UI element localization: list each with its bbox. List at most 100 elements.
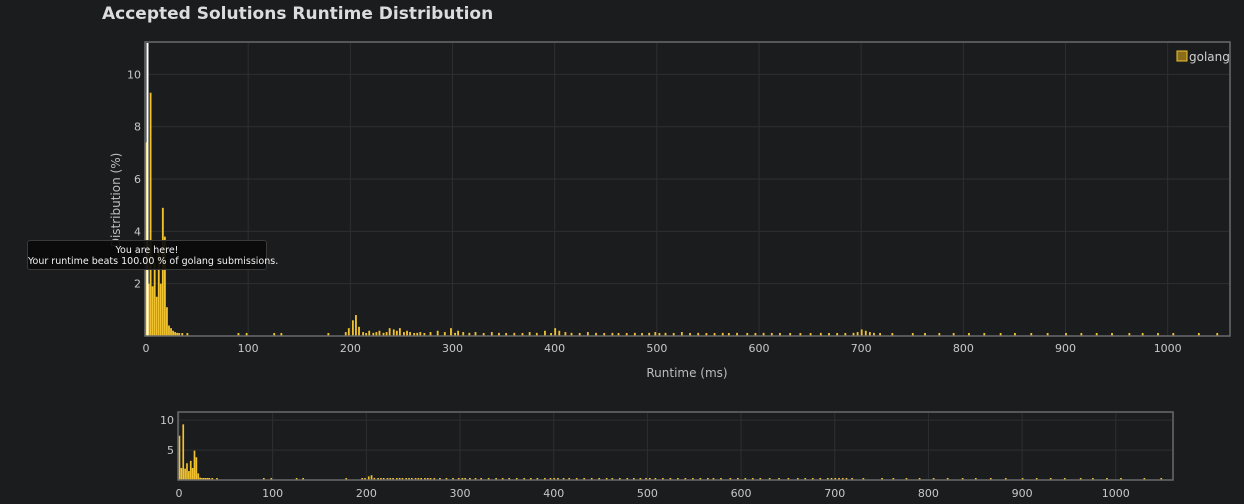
bar[interactable]	[727, 333, 730, 336]
bar[interactable]	[149, 92, 152, 337]
bar[interactable]	[197, 473, 200, 480]
bar[interactable]	[1111, 333, 1113, 336]
bar[interactable]	[347, 328, 350, 336]
bar[interactable]	[974, 478, 977, 480]
bar[interactable]	[388, 328, 391, 336]
bar[interactable]	[633, 332, 636, 336]
bar[interactable]	[157, 252, 160, 336]
bar[interactable]	[544, 330, 546, 336]
bar[interactable]	[161, 207, 164, 336]
bar[interactable]	[174, 332, 177, 336]
bar[interactable]	[464, 478, 467, 480]
bar[interactable]	[382, 332, 385, 336]
bar[interactable]	[754, 333, 757, 336]
bar[interactable]	[151, 286, 154, 336]
bar[interactable]	[380, 478, 382, 480]
bar[interactable]	[549, 478, 552, 480]
bar[interactable]	[457, 330, 460, 336]
bar[interactable]	[395, 478, 398, 480]
bar[interactable]	[879, 333, 881, 336]
bar[interactable]	[625, 333, 628, 336]
bar[interactable]	[454, 332, 456, 336]
bar[interactable]	[424, 478, 426, 480]
bar[interactable]	[410, 478, 413, 480]
bar[interactable]	[270, 478, 273, 480]
bar[interactable]	[414, 478, 417, 480]
bar[interactable]	[181, 333, 184, 336]
bar[interactable]	[535, 332, 538, 336]
bar[interactable]	[804, 478, 807, 480]
bar[interactable]	[892, 478, 895, 480]
bar[interactable]	[245, 333, 248, 336]
bar[interactable]	[746, 333, 749, 336]
bar[interactable]	[680, 332, 683, 336]
bar[interactable]	[689, 333, 691, 336]
bar[interactable]	[844, 333, 847, 336]
bar[interactable]	[799, 333, 802, 336]
bar[interactable]	[536, 478, 539, 480]
bar[interactable]	[426, 478, 429, 480]
legend[interactable]: golang	[1176, 50, 1230, 64]
bar[interactable]	[1030, 333, 1033, 336]
bar[interactable]	[182, 424, 185, 480]
bar[interactable]	[961, 478, 964, 480]
bar[interactable]	[351, 320, 354, 336]
bar[interactable]	[664, 332, 667, 336]
bar[interactable]	[461, 478, 464, 480]
bar[interactable]	[295, 478, 298, 480]
bar[interactable]	[1092, 478, 1094, 480]
bar[interactable]	[605, 478, 608, 480]
bar[interactable]	[439, 478, 441, 480]
bar[interactable]	[178, 435, 181, 480]
bar[interactable]	[505, 333, 508, 336]
bar[interactable]	[648, 332, 651, 336]
bar[interactable]	[669, 478, 672, 480]
bar[interactable]	[513, 332, 516, 336]
bar[interactable]	[873, 332, 875, 336]
bar[interactable]	[881, 478, 883, 480]
bar[interactable]	[515, 478, 518, 480]
bar[interactable]	[626, 478, 629, 480]
bar[interactable]	[1216, 333, 1219, 336]
bar[interactable]	[203, 478, 205, 480]
bar[interactable]	[186, 333, 189, 336]
bar[interactable]	[697, 332, 700, 336]
bar[interactable]	[938, 333, 941, 336]
bar[interactable]	[392, 329, 395, 336]
bar[interactable]	[468, 332, 471, 336]
bar[interactable]	[983, 333, 986, 336]
bar[interactable]	[924, 333, 926, 336]
bar[interactable]	[365, 333, 368, 336]
bar[interactable]	[1014, 333, 1016, 336]
bar[interactable]	[327, 333, 330, 336]
bar[interactable]	[768, 478, 771, 480]
bar[interactable]	[554, 328, 557, 336]
bar[interactable]	[778, 478, 780, 480]
bar[interactable]	[595, 332, 597, 336]
bar[interactable]	[692, 478, 694, 480]
bar[interactable]	[699, 478, 702, 480]
bar[interactable]	[193, 450, 196, 480]
bar[interactable]	[796, 478, 799, 480]
bar[interactable]	[457, 478, 460, 480]
bar[interactable]	[759, 478, 762, 480]
bar[interactable]	[188, 471, 190, 480]
bar[interactable]	[168, 325, 170, 336]
bar[interactable]	[603, 333, 606, 336]
bar[interactable]	[419, 332, 422, 336]
bar[interactable]	[406, 330, 408, 336]
bar[interactable]	[405, 478, 408, 480]
bar[interactable]	[462, 332, 465, 336]
bar[interactable]	[544, 478, 546, 480]
bar[interactable]	[868, 332, 871, 336]
bar[interactable]	[568, 478, 571, 480]
bar[interactable]	[280, 333, 283, 336]
bar[interactable]	[618, 478, 621, 480]
bar[interactable]	[713, 333, 716, 336]
bar[interactable]	[952, 333, 955, 336]
bar[interactable]	[382, 478, 385, 480]
bar[interactable]	[583, 478, 586, 480]
bar[interactable]	[968, 333, 970, 336]
bar[interactable]	[751, 478, 754, 480]
bar[interactable]	[648, 478, 651, 480]
